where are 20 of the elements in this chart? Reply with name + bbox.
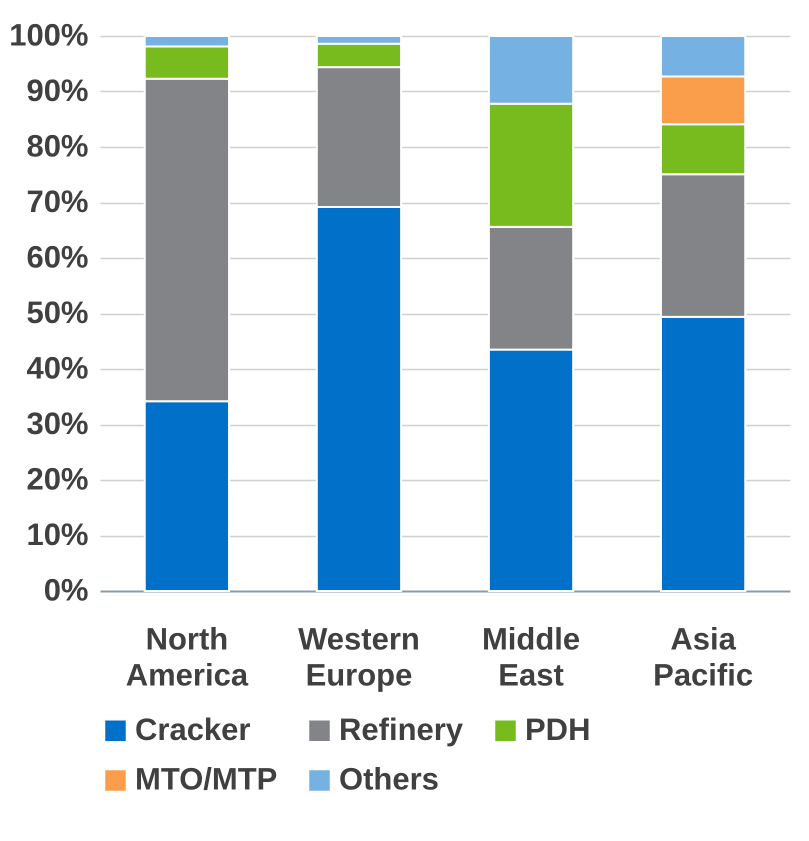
legend-label: Refinery xyxy=(339,712,464,747)
y-tick-label: 10% xyxy=(26,517,88,552)
y-tick-label: 70% xyxy=(26,184,88,219)
y-tick-label: 60% xyxy=(26,240,88,274)
legend-label: MTO/MTP xyxy=(135,762,278,796)
x-tick-label: Asia Pacific xyxy=(653,622,754,692)
y-tick-label: 40% xyxy=(26,350,88,386)
y-tick-label: 20% xyxy=(26,462,88,496)
x-tick-label: Middle East xyxy=(482,622,580,692)
legend-label: PDH xyxy=(525,712,590,747)
x-tick-label: North America xyxy=(126,622,249,692)
y-tick-label: 90% xyxy=(26,73,88,108)
legend-label: Others xyxy=(339,762,439,796)
y-tick-label: 100% xyxy=(9,18,88,52)
y-tick-label: 80% xyxy=(26,128,88,164)
y-tick-label: 0% xyxy=(44,572,88,608)
y-tick-label: 30% xyxy=(26,406,88,441)
x-tick-label: Western Europe xyxy=(298,622,420,692)
y-tick-label: 50% xyxy=(26,295,88,330)
legend-label: Cracker xyxy=(135,712,250,747)
